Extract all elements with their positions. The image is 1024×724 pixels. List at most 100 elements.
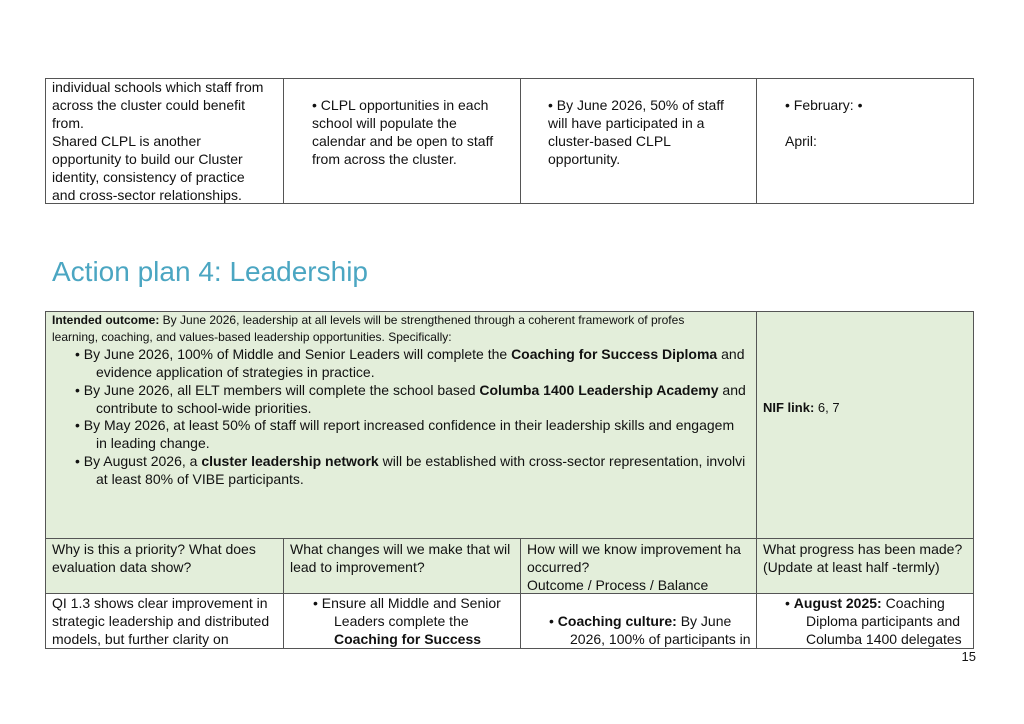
text-segment: 2026, 100% of participants in xyxy=(570,631,751,647)
text-line: How will we know improvement ha xyxy=(527,540,755,558)
text-line: identity, consistency of practice xyxy=(52,168,280,186)
text-line: What progress has been made? xyxy=(763,540,971,558)
text-line: across the cluster could benefit xyxy=(52,96,280,114)
text-segment: across the cluster could benefit xyxy=(52,97,245,113)
text-segment: Why is this a priority? What does xyxy=(52,541,256,557)
text-segment: from across the cluster. xyxy=(312,151,457,167)
text-segment: and xyxy=(717,346,745,362)
text-segment: and cross-sector relationships. xyxy=(52,187,242,203)
text-segment: will be established with cross-sector re… xyxy=(378,453,746,469)
text-segment: Coaching for Success Diploma xyxy=(511,346,718,362)
cell-text: QI 1.3 shows clear improvement in strateg… xyxy=(52,594,281,647)
text-line: learning, coaching, and values-based lea… xyxy=(52,329,755,346)
text-segment: from. xyxy=(52,115,84,131)
cell-text: • CLPL opportunities in each school will … xyxy=(312,96,517,168)
text-segment: • xyxy=(549,613,558,629)
text-line: • By June 2026, all ELT members will com… xyxy=(75,381,755,399)
text-segment: lead to improvement? xyxy=(290,559,425,575)
text-line: Intended outcome: By June 2026, leadersh… xyxy=(52,312,755,329)
text-line: from across the cluster. xyxy=(312,150,517,168)
text-segment: Shared CLPL is another xyxy=(52,133,201,149)
text-segment: Diploma participants and xyxy=(806,613,961,629)
text-segment: QI 1.3 shows clear improvement in xyxy=(52,595,268,611)
text-line: cluster-based CLPL xyxy=(548,132,753,150)
text-line: 2026, 100% of participants in xyxy=(549,630,755,647)
text-segment: • CLPL opportunities in each xyxy=(312,97,489,113)
text-line: What changes will we make that wil xyxy=(290,540,519,558)
text-segment: will have participated in a xyxy=(548,115,705,131)
text-segment: evaluation data show? xyxy=(52,559,192,575)
text-line: • Ensure all Middle and Senior xyxy=(313,594,519,612)
text-line: at least 80% of VIBE participants. xyxy=(75,470,755,488)
text-line: NIF link: 6, 7 xyxy=(763,399,968,416)
text-line: Shared CLPL is another xyxy=(52,132,280,150)
cell-text: • August 2025: Coaching Diploma participa… xyxy=(785,594,972,647)
text-segment: cluster leadership network xyxy=(201,453,379,469)
text-line: will have participated in a xyxy=(548,114,753,132)
text-line: April: xyxy=(785,132,970,150)
text-line: from. xyxy=(52,114,280,132)
text-segment: Intended outcome: xyxy=(52,313,160,327)
cell-text: • February: • April: xyxy=(785,96,970,150)
cell-text: • Ensure all Middle and Senior Leaders co… xyxy=(313,594,519,647)
table-cell xyxy=(756,538,974,594)
text-segment: • February: • xyxy=(785,97,863,113)
text-segment: and xyxy=(718,382,746,398)
text-line: evaluation data show? xyxy=(52,558,281,576)
text-line: and cross-sector relationships. xyxy=(52,186,280,204)
text-segment: identity, consistency of practice xyxy=(52,169,245,185)
text-line: • By June 2026, 50% of staff xyxy=(548,96,753,114)
text-line: in leading change. xyxy=(75,434,755,452)
text-line: • February: • xyxy=(785,96,970,114)
text-line: (Update at least half -termly) xyxy=(763,558,971,576)
bullet: • By June 2026, 100% of Middle and Senio… xyxy=(75,345,755,381)
text-segment: • By June 2026, 100% of Middle and Senio… xyxy=(75,346,512,362)
outcome-text: Intended outcome: By June 2026, leadersh… xyxy=(52,312,755,346)
text-segment: Coaching for Success xyxy=(334,631,482,647)
text-line: calendar and be open to staff xyxy=(312,132,517,150)
text-line: evidence application of strategies in pr… xyxy=(75,363,755,381)
text-line: • August 2025: Coaching xyxy=(785,594,972,612)
text-segment: 6, 7 xyxy=(814,400,840,415)
text-line: Outcome / Process / Balance xyxy=(527,576,755,592)
header-text: Why is this a priority? What does evaluat… xyxy=(52,540,281,592)
text-segment: evidence application of strategies in pr… xyxy=(96,364,375,380)
nif-link: NIF link: 6, 7 xyxy=(763,399,968,416)
text-line: individual schools which staff from xyxy=(52,78,280,96)
text-line: • By August 2026, a cluster leadership n… xyxy=(75,452,755,470)
text-segment: • xyxy=(785,595,794,611)
text-segment: What changes will we make that wil xyxy=(290,541,511,557)
text-line: • By June 2026, 100% of Middle and Senio… xyxy=(75,345,755,363)
text-line: models, but further clarity on xyxy=(52,630,281,647)
text-segment: calendar and be open to staff xyxy=(312,133,494,149)
text-segment: • Ensure all Middle and Senior xyxy=(313,595,501,611)
text-segment: in leading change. xyxy=(96,435,210,451)
text-segment: opportunity to build our Cluster xyxy=(52,151,243,167)
bullet: • By May 2026, at least 50% of staff wil… xyxy=(75,416,755,452)
text-line: Coaching for Success xyxy=(313,630,519,647)
text-segment: (Update at least half -termly) xyxy=(763,559,940,575)
text-line: • CLPL opportunities in each xyxy=(312,96,517,114)
text-segment: By June 2026, leadership at all levels w… xyxy=(159,313,685,327)
text-line: opportunity to build our Cluster xyxy=(52,150,280,168)
text-segment: What progress has been made? xyxy=(763,541,963,557)
text-segment: Coaching xyxy=(881,595,945,611)
cell-text: • Coaching culture: By June 2026, 100% of… xyxy=(549,612,755,647)
text-segment: individual schools which staff from xyxy=(52,79,264,95)
header-text: What changes will we make that wil lead t… xyxy=(290,540,519,592)
text-line xyxy=(785,114,970,132)
text-line: • By May 2026, at least 50% of staff wil… xyxy=(75,416,755,434)
text-line: Leaders complete the xyxy=(313,612,519,630)
text-line: contribute to school-wide priorities. xyxy=(75,399,755,417)
text-segment: • By June 2026, all ELT members will com… xyxy=(75,382,480,398)
table-cell xyxy=(756,311,974,539)
table-cell xyxy=(756,593,974,649)
text-segment: school will populate the xyxy=(312,115,457,131)
text-segment: April: xyxy=(785,133,817,149)
text-segment: August 2025: xyxy=(793,595,882,611)
text-segment: learning, coaching, and values-based lea… xyxy=(52,330,452,344)
bullet: • By August 2026, a cluster leadership n… xyxy=(75,452,755,488)
cell-text: individual schools which staff from acros… xyxy=(52,78,280,204)
text-line: occurred? xyxy=(527,558,755,576)
